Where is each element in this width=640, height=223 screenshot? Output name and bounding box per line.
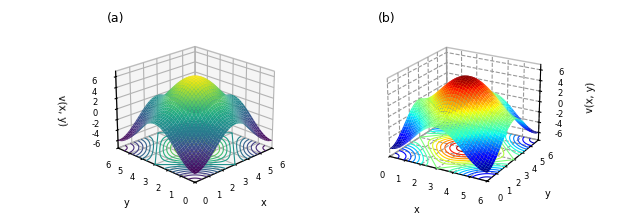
- Text: (b): (b): [378, 12, 395, 25]
- X-axis label: x: x: [413, 205, 419, 215]
- Text: (a): (a): [107, 12, 124, 25]
- Y-axis label: y: y: [545, 189, 550, 199]
- Y-axis label: y: y: [124, 198, 129, 208]
- X-axis label: x: x: [260, 198, 266, 208]
